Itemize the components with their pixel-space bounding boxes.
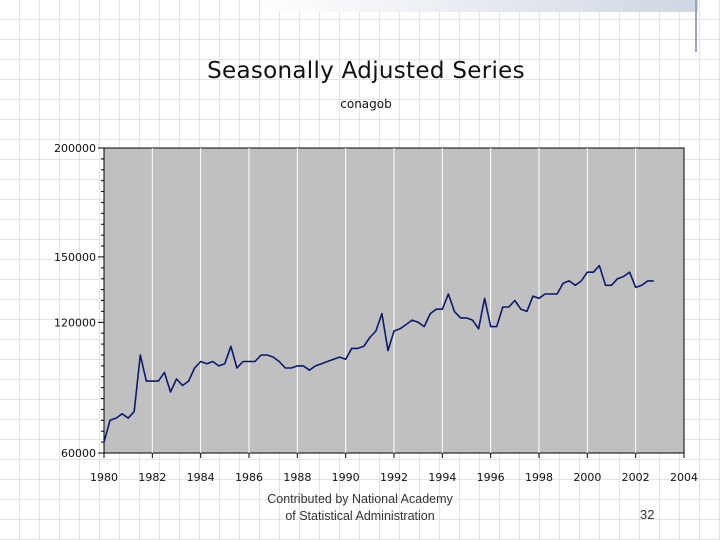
chart-title: Seasonally Adjusted Series — [207, 58, 525, 84]
series-line — [103, 264, 654, 443]
x-tick-label: 2004 — [670, 471, 698, 484]
x-tick-label: 2002 — [622, 471, 650, 484]
x-tick-label: 1998 — [525, 471, 553, 484]
y-tick-label: 150000 — [54, 251, 96, 264]
x-axis: 1980 1982 1984 1986 1988 1990 1992 1994 1996 1998… — [90, 453, 698, 484]
y-tick-label: 120000 — [54, 316, 96, 329]
x-tick-label: 1982 — [138, 471, 166, 484]
y-tick-label: 200000 — [54, 142, 96, 155]
x-tick-label: 1994 — [428, 471, 456, 484]
x-tick-label: 1988 — [283, 471, 311, 484]
x-tick-label: 1984 — [187, 471, 215, 484]
header-accent-line — [695, 0, 697, 52]
footer-credit: Contributed by National Academy of Stati… — [250, 491, 470, 525]
grid-lines — [151, 148, 637, 453]
chart-subtitle: conagob — [340, 97, 392, 111]
header-accent-bar — [262, 0, 698, 12]
x-tick-label: 1996 — [477, 471, 505, 484]
footer-line-2: of Statistical Administration — [285, 509, 435, 523]
page-number: 32 — [640, 507, 655, 522]
y-axis: 60000 120000 150000 200000 — [54, 142, 104, 460]
x-tick-label: 2000 — [573, 471, 601, 484]
y-tick-label: 60000 — [61, 447, 96, 460]
series-layer — [103, 264, 654, 443]
x-tick-label: 1990 — [332, 471, 360, 484]
footer-line-1: Contributed by National Academy — [267, 492, 453, 506]
x-tick-label: 1986 — [235, 471, 263, 484]
x-tick-label: 1980 — [90, 471, 118, 484]
x-tick-label: 1992 — [380, 471, 408, 484]
